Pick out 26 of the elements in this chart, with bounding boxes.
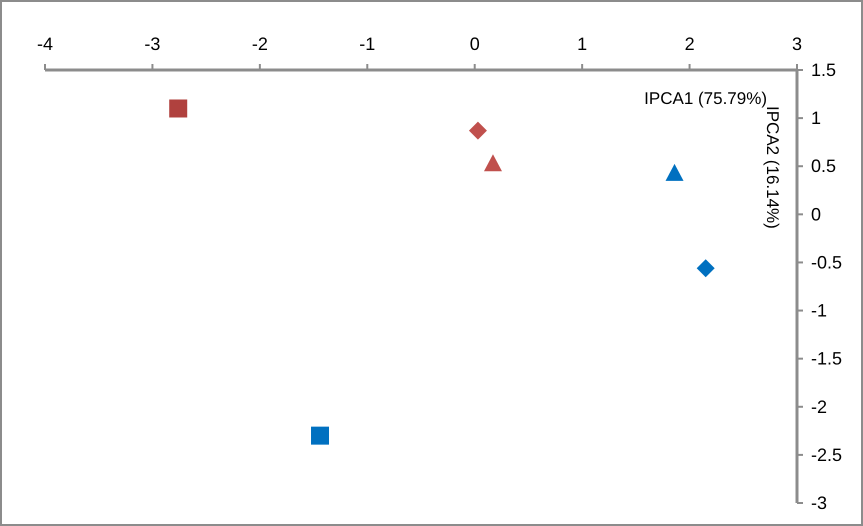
point xyxy=(696,259,715,278)
y-tick-label: 0.5 xyxy=(811,156,836,176)
y-tick-label: 1 xyxy=(811,108,822,128)
point xyxy=(169,99,188,118)
x-axis-title: IPCA1 (75.79%) xyxy=(644,89,767,108)
y-tick-label: -2.5 xyxy=(811,444,842,465)
point xyxy=(311,426,330,445)
x-tick-label: -4 xyxy=(36,34,54,54)
y-tick-label: 1.5 xyxy=(811,60,836,80)
point xyxy=(468,122,487,140)
y-tick-label: -0.5 xyxy=(811,252,842,272)
point xyxy=(484,154,502,172)
x-tick-label: 3 xyxy=(792,34,802,54)
y-tick-label: 0 xyxy=(811,204,822,224)
y-axis-title: IPCA2 (16.14%) xyxy=(763,106,782,229)
point xyxy=(666,164,684,181)
x-tick-label: -1 xyxy=(359,34,376,54)
x-tick-label: 0 xyxy=(470,34,480,54)
x-tick-label: -3 xyxy=(144,34,160,54)
x-tick-label: 2 xyxy=(684,34,695,54)
y-tick-label: -1 xyxy=(811,300,828,321)
y-tick-label: -2 xyxy=(811,396,828,417)
y-tick-label: -1.5 xyxy=(811,348,842,369)
y-tick-label: -3 xyxy=(811,493,828,513)
x-tick-label: 1 xyxy=(577,34,588,54)
x-tick-label: -2 xyxy=(252,34,268,54)
